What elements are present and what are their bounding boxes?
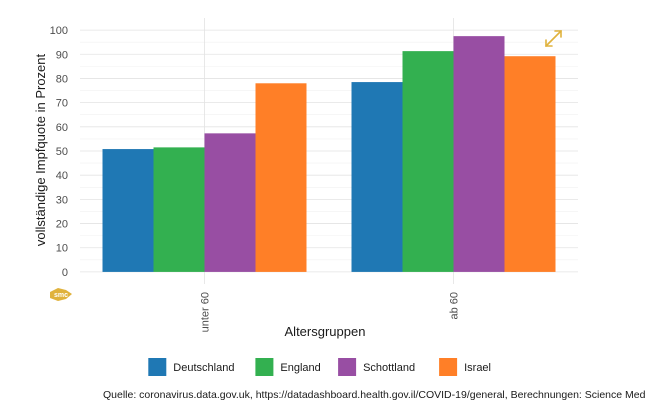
y-tick-label: 30 [56,194,68,206]
legend-swatch-schottland [338,358,357,376]
expand-arrows-icon[interactable] [545,30,562,47]
legend-swatch-england [255,358,274,376]
bar-israel-1 [255,83,307,272]
bar-schottland-1 [204,133,256,272]
x-axis-ticks: unter 60 ab 60 [200,292,461,332]
legend-label-schottland: Schottland [363,362,415,374]
bar-deutschland-2 [351,82,403,272]
legend-swatch-israel [439,358,458,376]
legend: Deutschland England Schottland Israel [148,358,491,376]
bar-deutschland-1 [102,149,154,272]
source-note: Quelle: coronavirus.data.gov.uk, https:/… [103,389,645,401]
smc-logo-text: smc [54,292,68,299]
legend-label-england: England [280,362,320,374]
y-tick-label: 50 [56,146,68,158]
bar-schottland-2 [453,36,505,272]
y-axis-title: vollständige Impfquote in Prozent [33,54,48,247]
x-axis-title: Altersgruppen [285,324,366,339]
smc-logo: smc [50,288,72,301]
x-tick-label: unter 60 [200,292,212,332]
y-tick-label: 20 [56,219,68,231]
bar-england-1 [153,147,205,272]
x-tick-label: ab 60 [449,292,461,320]
y-tick-label: 40 [56,170,68,182]
y-tick-label: 90 [56,49,68,61]
bars [102,36,556,272]
legend-label-deutschland: Deutschland [173,362,234,374]
y-tick-label: 70 [56,98,68,110]
legend-label-israel: Israel [464,362,491,374]
y-tick-label: 10 [56,243,68,255]
y-tick-label: 100 [50,25,68,37]
y-tick-label: 0 [62,267,68,279]
legend-swatch-deutschland [148,358,167,376]
bar-israel-2 [504,56,556,272]
y-tick-label: 60 [56,122,68,134]
y-axis-ticks: 0 10 20 30 40 50 60 70 80 90 100 [50,25,68,279]
bar-england-2 [402,51,454,272]
y-tick-label: 80 [56,73,68,85]
